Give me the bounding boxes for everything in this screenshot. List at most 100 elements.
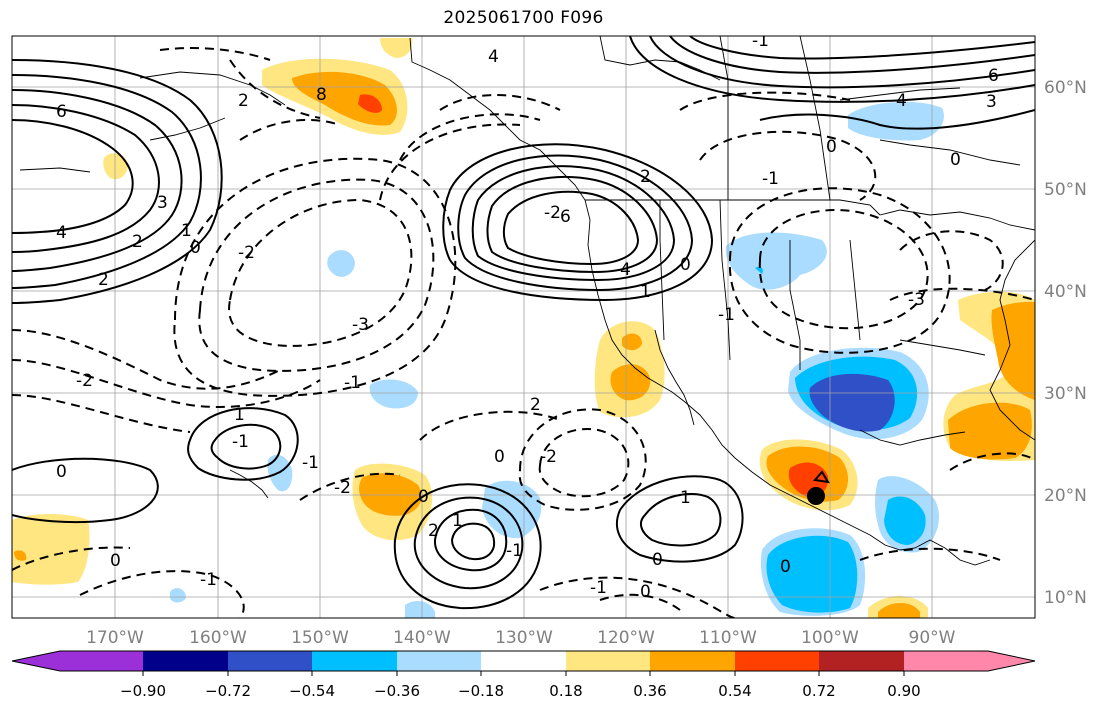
colorbar-segment (60, 651, 144, 671)
colorbar-segment (397, 651, 482, 671)
colorbar-extend-high (988, 651, 1035, 671)
contour-label: 1 (452, 511, 463, 531)
contour-label: -1 (200, 570, 217, 590)
contour-label: 3 (157, 193, 168, 213)
contour-label: 0 (680, 255, 691, 275)
colorbar-segment (143, 651, 229, 671)
contour-label: 4 (896, 91, 907, 111)
contour-label: 0 (190, 238, 201, 258)
contour-label: 4 (56, 223, 67, 243)
negative-anomaly-canada (848, 101, 944, 141)
location-marker (807, 487, 825, 505)
contour-label: 2 (640, 167, 651, 187)
contour-label: -2 (76, 371, 93, 391)
contour-label: 0 (56, 462, 67, 482)
lon-label: 130°W (495, 628, 553, 648)
colorbar-segment (650, 651, 736, 671)
colorbar-tick-label: −0.72 (205, 682, 251, 700)
map-title: 2025061700 F096 (443, 8, 604, 28)
colorbar-tick-label: 0.72 (802, 682, 835, 700)
colorbar-tick-label: 0.90 (887, 682, 920, 700)
lon-label: 160°W (189, 628, 247, 648)
contour-label: 0 (494, 447, 505, 467)
colorbar-tick-label: −0.90 (120, 682, 166, 700)
contour-label: 6 (988, 66, 999, 86)
contour-label: 1 (680, 488, 691, 508)
contour-label: 3 (986, 92, 997, 112)
lat-label: 40°N (1044, 282, 1087, 302)
colorbar-segment (228, 651, 313, 671)
contour-label: -1 (590, 578, 607, 598)
contour-label: 0 (640, 582, 651, 602)
contour-label: -3 (908, 290, 925, 310)
lon-label: 120°W (597, 628, 655, 648)
lat-label: 10°N (1044, 588, 1087, 608)
contour-label: -2 (540, 447, 557, 467)
latitude-labels: 60°N 50°N 40°N 30°N 20°N 10°N (1044, 78, 1087, 608)
contour-label: -2 (544, 203, 561, 223)
map-border (11, 35, 1036, 619)
contour-label: 1 (640, 282, 651, 302)
colorbar-outline (11, 650, 1036, 672)
contours (12, 36, 1035, 618)
colorbar-segment (904, 651, 988, 671)
contour-label: 1 (234, 405, 245, 425)
contour-label: 0 (950, 150, 961, 170)
positive-anomaly-west (12, 514, 90, 585)
colorbar-segment (566, 651, 651, 671)
contour-label: 8 (316, 85, 327, 105)
lon-label: 150°W (291, 628, 349, 648)
lat-label: 50°N (1044, 180, 1087, 200)
contour-label: 0 (110, 551, 121, 571)
contour-label: -1 (762, 169, 779, 189)
contour-label: 2 (238, 91, 249, 111)
contour-label: 4 (488, 47, 499, 67)
colorbar-segment (481, 651, 567, 671)
lon-label: 90°W (909, 628, 956, 648)
contour-label: 2 (428, 521, 439, 541)
contour-label: 0 (780, 557, 791, 577)
colorbar-tick-label: 0.18 (549, 682, 582, 700)
contour-label: 6 (560, 207, 571, 227)
contour-label: 0 (652, 550, 663, 570)
contour-label: -1 (506, 541, 523, 561)
contour-label: 6 (56, 102, 67, 122)
contour-labels: 6 4 3 2 1 0 2 8 4 2 6 4 2 1 0 6 4 3 -1 -… (56, 31, 999, 602)
contour-label: 2 (530, 395, 541, 415)
contour-label: -2 (238, 243, 255, 263)
lon-label: 100°W (801, 628, 859, 648)
contour-label: -1 (344, 373, 361, 393)
colorbar-ticks (142, 671, 905, 676)
lon-label: 110°W (699, 628, 757, 648)
contour-label: 4 (620, 260, 631, 280)
colorbar-segment (819, 651, 905, 671)
contour-label: -2 (334, 478, 351, 498)
contour-label: -1 (232, 432, 249, 452)
lon-label: 170°W (86, 628, 144, 648)
colorbar-tick-label: −0.18 (458, 682, 504, 700)
lat-label: 30°N (1044, 384, 1087, 404)
lon-label: 140°W (393, 628, 451, 648)
colorbar-tick-label: −0.36 (374, 682, 420, 700)
lat-label: 20°N (1044, 486, 1087, 506)
contour-label: -3 (352, 315, 369, 335)
coastlines (19, 36, 1035, 566)
colorbar-tick-label: 0.54 (718, 682, 751, 700)
contour-label: 0 (418, 487, 429, 507)
colorbar-extend-low (12, 651, 60, 671)
colorbar-segment (735, 651, 820, 671)
positive-anomaly-gulf-alaska-peak (358, 94, 382, 113)
lat-label: 60°N (1044, 78, 1087, 98)
longitude-labels: 170°W 160°W 150°W 140°W 130°W 120°W 110°… (86, 628, 956, 648)
negative-anomaly-core (809, 373, 895, 432)
contour-label: -1 (718, 305, 735, 325)
colorbar-tick-label: 0.36 (633, 682, 666, 700)
contour-label: 2 (132, 232, 143, 252)
contour-label: 0 (826, 137, 837, 157)
contour-label: 1 (181, 221, 192, 241)
colorbar-tick-label: −0.54 (289, 682, 335, 700)
contour-label: -1 (752, 31, 769, 51)
contour-label: -1 (302, 453, 319, 473)
colorbar: −0.90 −0.72 −0.54 −0.36 −0.18 0.18 0.36 … (11, 650, 1036, 700)
